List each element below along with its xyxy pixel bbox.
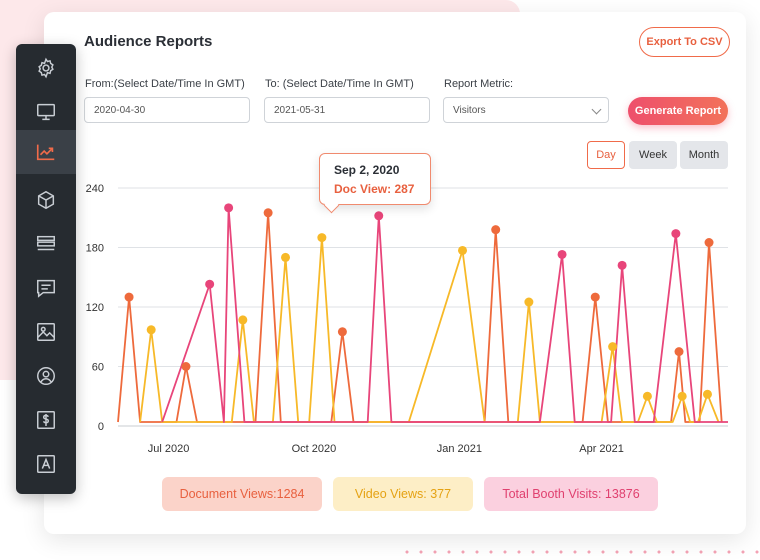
data-point-video xyxy=(146,325,156,335)
to-date-value: 2021-05-31 xyxy=(274,104,326,116)
list-icon xyxy=(37,235,55,251)
y-tick-label: 120 xyxy=(86,302,104,314)
data-point-video xyxy=(317,233,327,243)
sidebar-item-settings[interactable] xyxy=(16,46,76,90)
tooltip-date: Sep 2, 2020 xyxy=(334,163,400,177)
granularity-week-button[interactable]: Week xyxy=(629,141,677,169)
granularity-day-button[interactable]: Day xyxy=(587,141,625,169)
data-point-video xyxy=(281,252,291,262)
export-csv-button[interactable]: Export To CSV xyxy=(639,27,730,57)
to-date-field[interactable]: 2021-05-31 xyxy=(264,97,430,123)
y-tick-label: 240 xyxy=(86,183,104,195)
data-point-doc xyxy=(491,225,501,235)
data-point-booth xyxy=(374,211,384,221)
sidebar-item-billing[interactable] xyxy=(16,398,76,442)
data-point-booth xyxy=(671,229,681,239)
data-point-video xyxy=(238,315,248,325)
y-tick-label: 0 xyxy=(98,421,104,433)
sidebar-item-reports[interactable] xyxy=(16,130,76,174)
granularity-month-button[interactable]: Month xyxy=(680,141,728,169)
data-point-booth xyxy=(224,203,234,213)
gear-icon xyxy=(38,57,54,79)
stat-document-views: Document Views:1284 xyxy=(162,477,322,511)
chart-tooltip: Sep 2, 2020 Doc View: 287 xyxy=(319,153,431,214)
user-icon xyxy=(37,367,55,385)
data-point-video xyxy=(677,391,687,401)
data-point-doc xyxy=(181,362,191,371)
sidebar xyxy=(16,44,76,494)
series-line-booth xyxy=(161,206,728,423)
generate-report-button[interactable]: Generate Report xyxy=(628,97,728,125)
y-tick-label: 60 xyxy=(92,362,104,374)
series-line-doc xyxy=(117,211,723,423)
trending-chart-icon xyxy=(36,144,55,161)
data-point-doc xyxy=(590,292,600,302)
metric-select[interactable]: Visitors xyxy=(443,97,609,123)
sidebar-item-list[interactable] xyxy=(16,222,76,266)
to-label: To: (Select Date/Time In GMT) xyxy=(265,78,414,90)
metric-value: Visitors xyxy=(453,104,486,116)
from-label: From:(Select Date/Time In GMT) xyxy=(85,78,245,90)
x-tick-label: Jan 2021 xyxy=(437,443,482,455)
data-point-doc xyxy=(263,208,273,218)
data-point-video xyxy=(702,389,712,399)
sidebar-item-messages[interactable] xyxy=(16,266,76,310)
page-title: Audience Reports xyxy=(84,33,213,50)
data-point-video xyxy=(524,297,534,307)
sidebar-item-profile[interactable] xyxy=(16,354,76,398)
sidebar-item-products[interactable] xyxy=(16,178,76,222)
from-date-field[interactable]: 2020-04-30 xyxy=(84,97,250,123)
data-point-doc xyxy=(124,292,134,302)
cube-icon xyxy=(37,190,55,210)
data-point-video xyxy=(608,342,618,352)
x-tick-label: Apr 2021 xyxy=(579,443,624,455)
data-point-booth xyxy=(617,260,627,270)
image-icon xyxy=(37,323,55,341)
data-point-doc xyxy=(674,347,684,357)
monitor-icon xyxy=(37,103,55,121)
y-tick-label: 180 xyxy=(86,243,104,255)
stat-video-views: Video Views: 377 xyxy=(333,477,473,511)
dollar-icon xyxy=(37,411,55,429)
x-tick-label: Oct 2020 xyxy=(292,443,337,455)
data-point-booth xyxy=(205,279,215,289)
text-a-icon xyxy=(37,455,55,473)
metric-label: Report Metric: xyxy=(444,78,514,90)
data-point-booth xyxy=(557,249,567,259)
sidebar-item-media[interactable] xyxy=(16,310,76,354)
stat-booth-visits: Total Booth Visits: 13876 xyxy=(484,477,658,511)
dots-decoration xyxy=(400,548,760,556)
data-point-video xyxy=(642,391,652,401)
data-point-video xyxy=(458,245,468,255)
from-date-value: 2020-04-30 xyxy=(94,104,146,116)
tooltip-value: Doc View: 287 xyxy=(334,182,415,196)
data-point-doc xyxy=(704,238,714,248)
sidebar-item-text[interactable] xyxy=(16,442,76,486)
sidebar-item-monitor[interactable] xyxy=(16,90,76,134)
message-icon xyxy=(37,279,55,298)
data-point-doc xyxy=(337,327,347,337)
x-tick-label: Jul 2020 xyxy=(148,443,190,455)
